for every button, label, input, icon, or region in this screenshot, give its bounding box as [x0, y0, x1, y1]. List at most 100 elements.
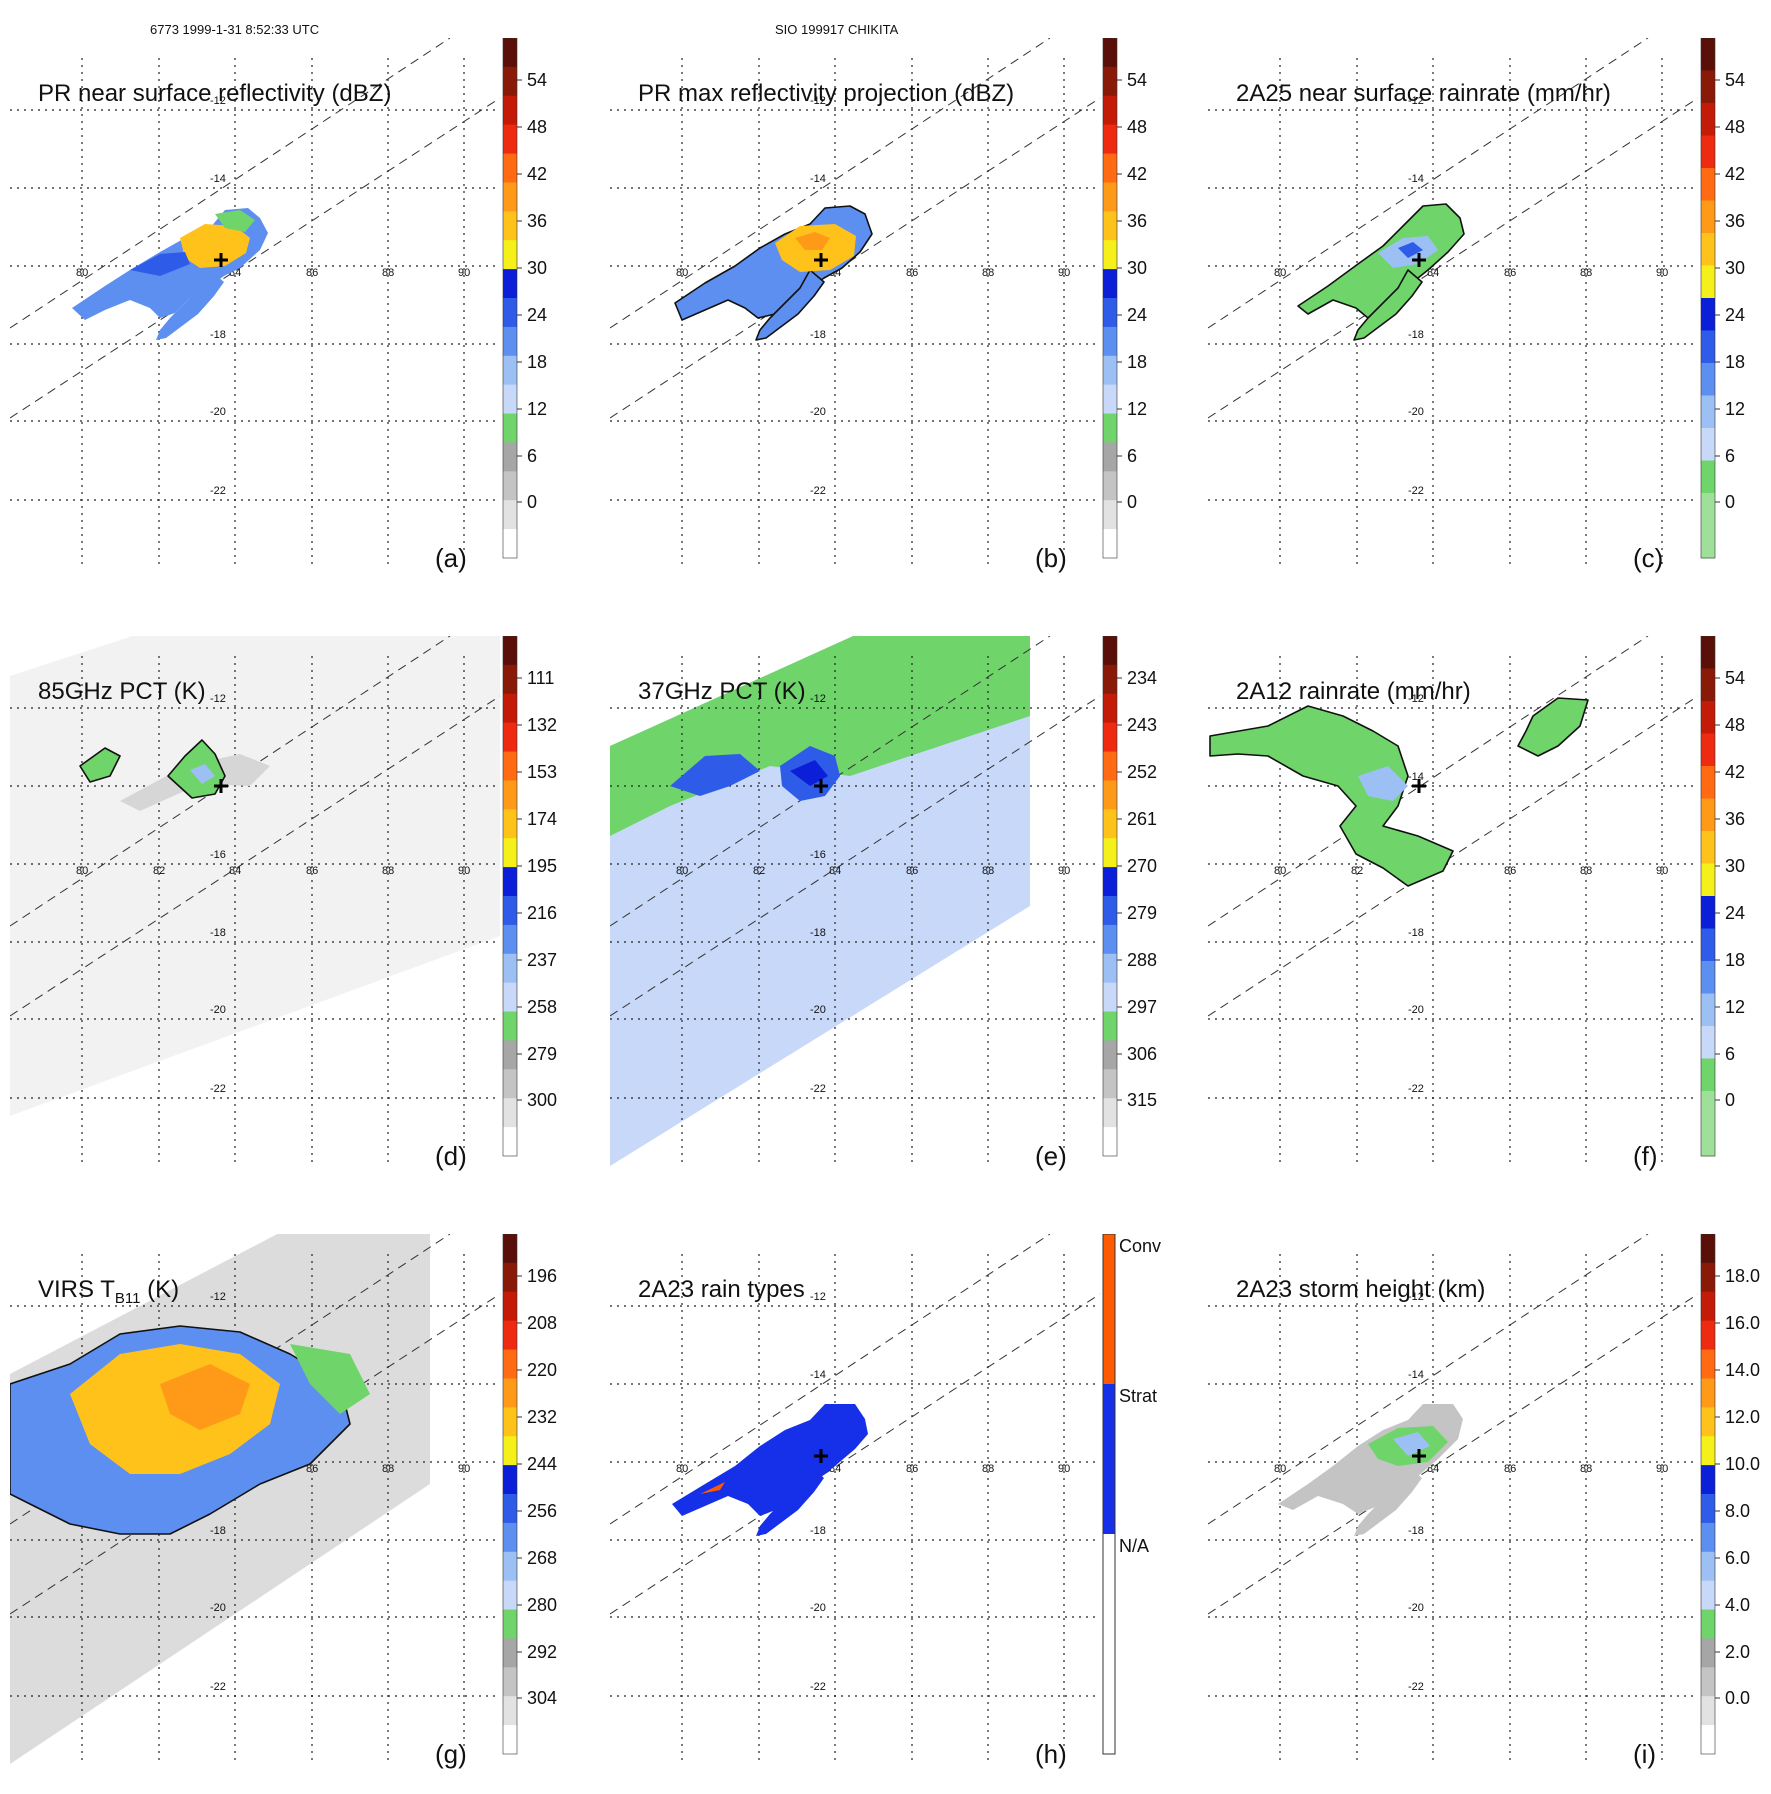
panel-b-colorbar-tick-label: 18 [1127, 352, 1147, 372]
panel-d-title: 85GHz PCT (K) [38, 678, 206, 705]
panel-g-title: VIRS TB11 (K) [38, 1276, 179, 1307]
panel-a-colorbar-frame [502, 38, 518, 559]
panel-f-lon-label: 90 [1656, 865, 1668, 877]
panel-e-colorbar-tick-label: 297 [1127, 997, 1157, 1017]
panel-g-lon-label: 88 [382, 1463, 394, 1475]
panel-i-colorbar-segment [1701, 1349, 1715, 1379]
panel-g-colorbar-tick-label: 196 [527, 1266, 557, 1286]
panel-f-lat-label: -22 [1408, 1083, 1424, 1095]
panel-a-colorbar-segment [503, 326, 517, 357]
panel-h-rain-type-segment [1103, 1234, 1115, 1384]
panel-a-colorbar-tick-label: 6 [527, 446, 537, 466]
panel-g-colorbar-tick-label: 280 [527, 1595, 557, 1615]
panel-f-rain-east [1517, 697, 1589, 757]
panel-h-lat-label: -22 [810, 1681, 826, 1693]
panel-d-lat-label: -18 [210, 927, 226, 939]
panel-d-lon-label: 84 [229, 865, 241, 877]
panel-b-colorbar-frame [1102, 38, 1118, 559]
panel-i-colorbar-segment [1701, 1494, 1715, 1524]
panel-d-colorbar-tick-label: 195 [527, 856, 557, 876]
panel-a-colorbar-segment [503, 95, 517, 126]
panel-a-colorbar-tick-label: 48 [527, 117, 547, 137]
panel-d-colorbar-tick-label: 153 [527, 762, 557, 782]
panel-g-colorbar-segment [503, 1320, 517, 1351]
panel-c-swath-edge-lower [1208, 97, 1699, 419]
panel-c-colorbar-tick-label: 42 [1725, 164, 1745, 184]
panel-i-colorbar-segment [1701, 1320, 1715, 1351]
panel-c-colorbar-segment [1701, 363, 1715, 396]
panel-d-colorbar-segment [503, 1069, 517, 1099]
panel-g-colorbar-tick-label: 208 [527, 1313, 557, 1333]
panel-e-lon-label: 82 [753, 865, 765, 877]
panel-d-swath-edge-lower [10, 695, 501, 1017]
panel-a-colorbar-tick-label: 54 [527, 70, 547, 90]
panel-d-lon-label: 88 [382, 865, 394, 877]
panel-e-colorbar-segment [1103, 809, 1117, 839]
panel-d-lat-label: -12 [210, 693, 226, 705]
panel-i-title: 2A23 storm height (km) [1236, 1276, 1486, 1303]
panel-e-map: 808284868890-12-14-16-18-20-222342432522… [610, 636, 1157, 1166]
panel-b-swath-edge-upper [610, 38, 1051, 329]
panel-h-label: (h) [1035, 1739, 1067, 1769]
panel-b-colorbar-segment [1103, 182, 1117, 212]
panel-g-colorbar-segment [503, 1609, 517, 1639]
panel-b-colorbar-segment [1103, 66, 1117, 97]
panel-g-colorbar-segment [503, 1522, 517, 1553]
panel-g-label: (g) [435, 1739, 467, 1769]
panel-c-storm-center-icon [1412, 253, 1426, 267]
panel-g-colorbar-segment [503, 1580, 517, 1611]
panel-c-colorbar-tick-label: 24 [1725, 305, 1745, 325]
panel-i-label: (i) [1633, 1739, 1657, 1769]
panel-d-lat-label: -16 [210, 849, 226, 861]
panel-h-swath-edge-upper [610, 1234, 1051, 1525]
panel-c-colorbar-segment [1701, 395, 1715, 429]
panel-c-colorbar-segment [1701, 38, 1715, 71]
panel-e-lon-label: 90 [1058, 865, 1070, 877]
panel-f-colorbar-tick-label: 18 [1725, 950, 1745, 970]
panel-a-lon-label: 86 [306, 267, 318, 279]
panel-a-map: 808284868890-12-14-16-18-20-225448423630… [10, 38, 547, 568]
panel-c-colorbar-segment [1701, 428, 1715, 461]
panel-a-pr-near-surface-reflectivity: 808284868890-12-14-16-18-20-225448423630… [10, 38, 570, 598]
panel-b-map: 808284868890-12-14-16-18-20-225448423630… [610, 38, 1147, 568]
panel-e-lat-label: -18 [810, 927, 826, 939]
panel-e-colorbar-segment [1103, 982, 1117, 1013]
panel-c-colorbar-tick-label: 18 [1725, 352, 1745, 372]
panel-d-colorbar-segment [503, 1011, 517, 1041]
panel-i-colorbar-segment [1701, 1465, 1715, 1495]
panel-g-coldest-cloud-top [160, 1364, 250, 1430]
panel-g-colorbar-segment [503, 1465, 517, 1495]
panel-b-colorbar-tick-label: 36 [1127, 211, 1147, 231]
panel-c-lon-label: 88 [1580, 267, 1592, 279]
panel-f-storm-center-icon [1412, 779, 1426, 793]
panel-c-title: 2A25 near surface rainrate (mm/hr) [1236, 80, 1611, 107]
panel-e-colorbar-segment [1103, 1040, 1117, 1070]
panel-b-colorbar-segment [1103, 240, 1117, 270]
panel-a-label: (a) [435, 543, 467, 573]
panel-f-colorbar-tick-label: 48 [1725, 715, 1745, 735]
panel-f-colorbar-tick-label: 0 [1725, 1090, 1735, 1110]
panel-i-lon-label: 90 [1656, 1463, 1668, 1475]
panel-f-colorbar-segment [1701, 1123, 1715, 1157]
panel-g-lon-label: 90 [458, 1463, 470, 1475]
panel-d-label: (d) [435, 1141, 467, 1171]
panel-h-swath-edge-lower [610, 1293, 1101, 1615]
panel-f-colorbar-segment [1701, 993, 1715, 1027]
panel-g-colorbar-segment [503, 1349, 517, 1379]
panel-e-lon-label: 80 [676, 865, 688, 877]
panel-c-colorbar-segment [1701, 135, 1715, 169]
panel-i-colorbar-segment [1701, 1696, 1715, 1726]
panel-b-core-peak [795, 232, 830, 250]
panel-d-colorbar-segment [503, 780, 517, 810]
panel-e-colorbar-segment [1103, 1011, 1117, 1041]
panel-f-lat-label: -20 [1408, 1004, 1424, 1016]
panel-g-title-sub: B11 [114, 1289, 141, 1307]
panel-c-colorbar-segment [1701, 200, 1715, 234]
panel-h-lon-label: 88 [982, 1463, 994, 1475]
panel-b-colorbar-segment [1103, 211, 1117, 241]
panel-f-colorbar-segment [1701, 896, 1715, 929]
panel-i-storm-height-low [1278, 1404, 1463, 1514]
panel-a-colorbar-segment [503, 384, 517, 415]
panel-e-convection-peak [790, 760, 828, 786]
panel-b-colorbar-segment [1103, 471, 1117, 501]
